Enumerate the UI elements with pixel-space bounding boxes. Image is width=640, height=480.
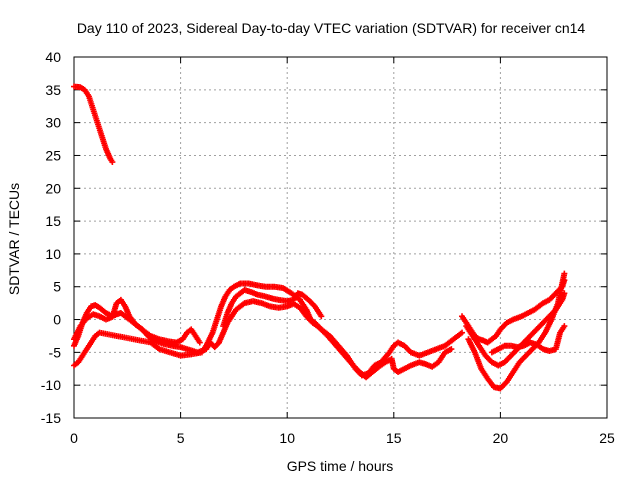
y-tick-label: 0 (53, 312, 61, 328)
x-tick-label: 25 (599, 430, 615, 446)
series-trace-k (465, 270, 568, 392)
x-tick-label: 10 (279, 430, 295, 446)
y-tick-label: -5 (49, 344, 62, 360)
series-trace-d (71, 280, 318, 369)
data-point (196, 339, 203, 346)
y-axis-label: SDTVAR / TECUs (6, 183, 22, 295)
y-tick-label: 40 (45, 49, 61, 65)
data-point (109, 159, 116, 166)
series-trace-l (488, 323, 568, 356)
grid (74, 57, 607, 418)
plot-frame (73, 56, 608, 419)
y-tick-label: 35 (45, 82, 61, 98)
series-trace-c (71, 296, 222, 356)
data-point (318, 313, 325, 320)
y-tick-label: -15 (41, 410, 61, 426)
series-trace-g (311, 319, 466, 379)
series-trace-a (71, 83, 116, 166)
x-tick-label: 5 (177, 430, 185, 446)
y-tick-label: 20 (45, 180, 61, 196)
series-trace-f (220, 287, 325, 330)
data-point (459, 329, 466, 336)
series-trace-h (316, 324, 455, 381)
x-tick-label: 15 (386, 430, 402, 446)
data-point (561, 270, 568, 277)
x-tick-label: 0 (70, 430, 78, 446)
data-point (448, 346, 455, 353)
series-trace-e (215, 298, 323, 346)
y-tick-label: 10 (45, 246, 61, 262)
axis-ticks: 0 5 10 15 20 25 -15 -10 -5 0 5 10 15 20 25 30 35 40 (41, 49, 615, 446)
chart-title: Day 110 of 2023, Sidereal Day-to-day VTE… (77, 20, 586, 36)
y-tick-label: 5 (53, 279, 61, 295)
y-tick-label: 15 (45, 213, 61, 229)
data-point (561, 323, 568, 330)
x-axis-label: GPS time / hours (287, 458, 394, 474)
y-tick-label: 25 (45, 147, 61, 163)
y-tick-label: -10 (41, 377, 61, 393)
x-tick-label: 20 (493, 430, 509, 446)
data-points (71, 83, 568, 392)
y-tick-label: 30 (45, 115, 61, 131)
